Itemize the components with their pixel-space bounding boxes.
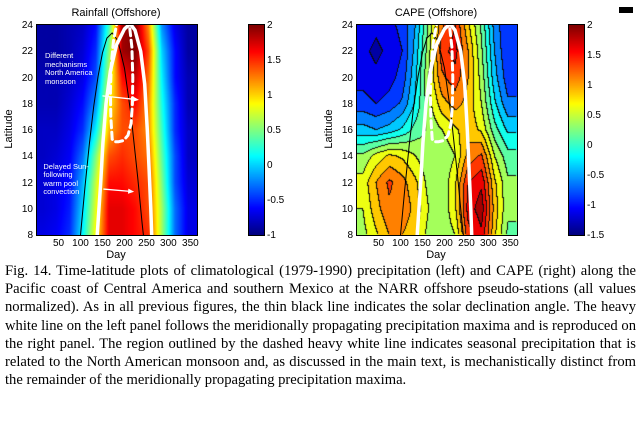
y-tick-label: 24 <box>21 20 33 31</box>
annotation-arrow-0-shaft <box>102 95 136 101</box>
monsoon-outline-dashed-line <box>428 25 455 144</box>
rainfall-plot: Different mechanisms North America monsoon D… <box>36 24 198 236</box>
x-tick-label: 350 <box>502 238 519 249</box>
x-tick-label: 150 <box>414 238 431 249</box>
rainfall-overlay-lines <box>80 25 154 235</box>
colorbar-tick-label: 1 <box>587 80 593 91</box>
x-tick-label: 50 <box>52 238 65 249</box>
x-tick-label: 100 <box>392 238 409 249</box>
y-tick-label: 14 <box>21 151 33 163</box>
colorbar-tick-label: 2 <box>267 20 273 31</box>
y-tick-label: 10 <box>21 203 33 215</box>
figure-caption: Fig. 14. Time-latitude plots of climatol… <box>5 263 636 389</box>
rainfall-x-axis-label: Day <box>106 249 126 261</box>
annotation-line: Delayed Sun- <box>43 161 89 171</box>
x-tick-label: 250 <box>138 238 155 249</box>
x-tick-label: 200 <box>436 238 453 249</box>
precip-maxima-line <box>415 25 474 235</box>
annotation-text-1: Delayed Sun-following warm pool convection <box>43 161 89 197</box>
cape-panel: CAPE (Offshore) Latitude 24 22 20 18 16 14 12 1… <box>320 0 640 262</box>
colorbar-tick-label: 1.5 <box>267 55 281 66</box>
y-tick-label: 18 <box>341 98 353 110</box>
x-tick-label: 300 <box>160 238 177 249</box>
x-tick-label: 350 <box>182 238 199 249</box>
cape-colorbar <box>568 24 585 236</box>
annotation-arrow-0-head <box>132 96 139 102</box>
annotation-line: convection <box>43 187 80 197</box>
y-tick-label: 8 <box>347 230 353 241</box>
rainfall-y-tick-labels: 24 22 20 18 16 14 12 10 8 <box>12 20 33 241</box>
colorbar-tick-label: 0 <box>587 140 593 151</box>
figure-area: Rainfall (Offshore) Latitude Different me… <box>0 0 640 262</box>
x-tick-label: 50 <box>372 238 385 249</box>
colorbar-tick-label: 1.5 <box>587 50 601 61</box>
precip-maxima-line <box>95 25 154 235</box>
rainfall-heatmap <box>37 25 197 235</box>
y-tick-label: 20 <box>341 72 353 84</box>
solar-declination-line <box>400 32 464 235</box>
cape-overlay-lines <box>400 25 474 235</box>
colorbar-tick-label: -0.5 <box>587 170 605 181</box>
colorbar-tick-label: 0.5 <box>267 125 281 136</box>
annotation-text-0: Different mechanisms North America monsoon <box>45 52 93 86</box>
y-tick-label: 24 <box>341 20 353 31</box>
y-tick-label: 8 <box>27 230 33 241</box>
cape-plot <box>356 24 518 236</box>
y-tick-label: 22 <box>341 46 353 58</box>
annotation-arrow-1-shaft <box>103 188 131 192</box>
colorbar-tick-label: 2 <box>587 20 593 31</box>
annotation-line: North America <box>45 68 93 78</box>
x-tick-label: 250 <box>458 238 475 249</box>
y-tick-label: 18 <box>21 98 33 110</box>
x-tick-label: 300 <box>480 238 497 249</box>
colorbar-tick-label: -0.5 <box>267 195 285 206</box>
annotation-line: following <box>43 170 73 180</box>
y-tick-label: 14 <box>341 151 353 163</box>
cape-x-axis-label: Day <box>426 249 446 261</box>
annotation-line: Different <box>45 51 74 61</box>
annotation-line: warm pool <box>43 178 78 188</box>
y-tick-label: 16 <box>21 125 33 136</box>
y-tick-label: 20 <box>21 72 33 84</box>
monsoon-outline-dashed-line <box>108 25 135 144</box>
cape-y-tick-labels: 24 22 20 18 16 14 12 10 8 <box>332 20 353 241</box>
rainfall-panel-title: Rainfall (Offshore) <box>71 7 161 19</box>
x-tick-label: 200 <box>116 238 133 249</box>
x-tick-label: 100 <box>72 238 89 249</box>
colorbar-tick-label: -1 <box>587 200 596 211</box>
rainfall-panel: Rainfall (Offshore) Latitude Different me… <box>0 0 320 262</box>
y-tick-label: 16 <box>341 125 353 136</box>
annotation-line: mechanisms <box>45 59 88 69</box>
y-tick-label: 22 <box>21 46 33 58</box>
colorbar-tick-label: 1 <box>267 90 273 101</box>
annotation-arrow-1-head <box>127 188 135 194</box>
y-tick-label: 12 <box>341 177 353 189</box>
x-tick-label: 150 <box>94 238 111 249</box>
rainfall-colorbar <box>248 24 265 236</box>
colorbar-tick-label: -1 <box>267 230 276 241</box>
cape-heatmap <box>357 25 517 235</box>
annotation-line: monsoon <box>45 76 76 86</box>
corner-marker <box>619 7 633 13</box>
rainfall-x-tick-labels: 50 100 150 200 250 300 350 <box>37 238 199 250</box>
y-tick-label: 12 <box>21 177 33 189</box>
cape-x-tick-labels: 50 100 150 200 250 300 350 <box>357 238 519 250</box>
y-tick-label: 10 <box>341 203 353 215</box>
colorbar-tick-label: -1.5 <box>587 230 605 241</box>
solar-declination-line <box>80 32 144 235</box>
colorbar-tick-label: 0.5 <box>587 110 601 121</box>
cape-colorbar-tick-labels: 2 1.5 1 0.5 0 -0.5 -1 -1.5 <box>587 20 617 241</box>
rainfall-colorbar-tick-labels: 2 1.5 1 0.5 0 -0.5 -1 <box>267 20 297 241</box>
colorbar-tick-label: 0 <box>267 160 273 171</box>
cape-panel-title: CAPE (Offshore) <box>394 7 478 19</box>
